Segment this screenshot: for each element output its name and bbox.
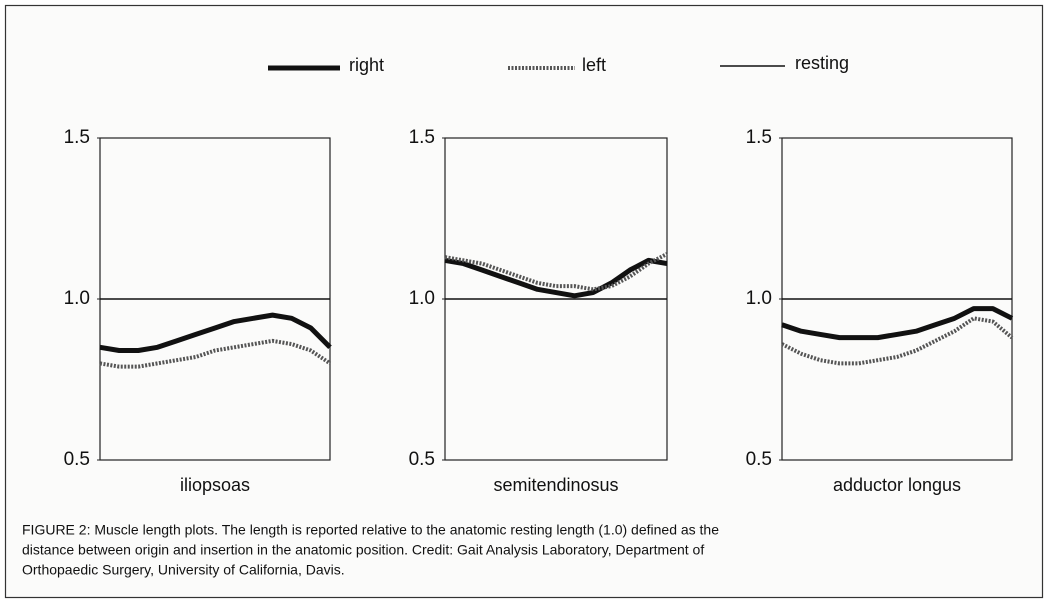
legend-label: right [349,55,384,75]
series-line [781,306,1014,341]
chart-title: semitendinosus [493,475,618,495]
series-line [99,312,332,354]
y-tick-label: 1.5 [64,127,90,148]
caption-line: distance between origin and insertion in… [22,542,704,558]
y-tick-label: 1.5 [409,127,435,148]
y-tick-label: 1.0 [409,288,435,309]
chart-title: iliopsoas [180,475,250,495]
y-tick-label: 0.5 [64,449,90,470]
series-line [99,338,332,369]
y-tick-label: 0.5 [409,449,435,470]
series-line [781,316,1014,366]
figure-frame [4,4,1044,599]
series-line [444,257,668,299]
legend-label: left [582,55,606,75]
y-tick-label: 0.5 [746,449,772,470]
legend-label: resting [795,53,849,73]
y-tick-label: 1.5 [746,127,772,148]
y-tick-label: 1.0 [64,288,90,309]
caption-line: FIGURE 2: Muscle length plots. The lengt… [22,522,719,538]
caption-line: Orthopaedic Surgery, University of Calif… [22,562,345,578]
y-tick-label: 1.0 [746,288,772,309]
chart-title: adductor longus [833,475,961,495]
